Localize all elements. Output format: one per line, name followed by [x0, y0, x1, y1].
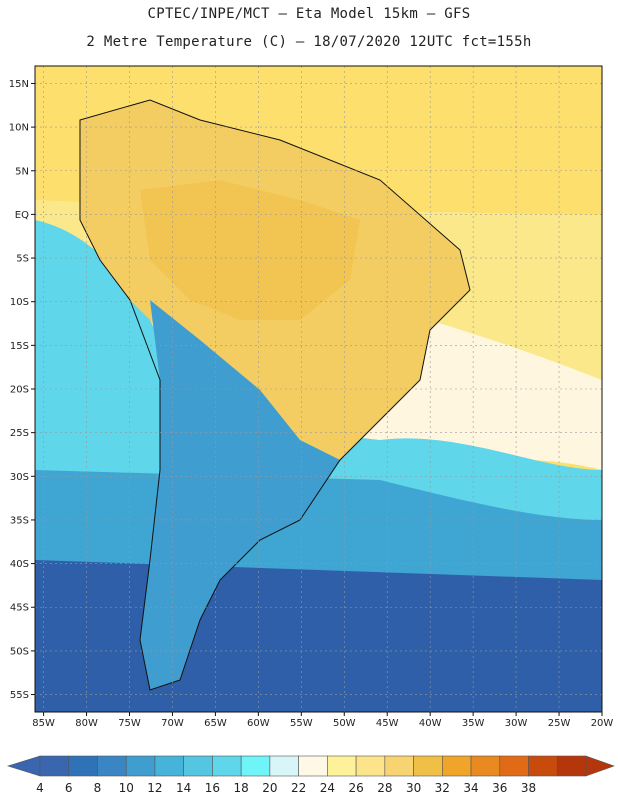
longitude-label: 85W [32, 718, 55, 729]
latitude-label: 25S [10, 428, 29, 439]
colorbar-label: 22 [291, 781, 306, 795]
longitude-label: 25W [548, 718, 571, 729]
latitude-label: 5N [15, 166, 29, 177]
map-title: CPTEC/INPE/MCT – Eta Model 15km – GFS [147, 6, 471, 22]
latitude-label: 50S [10, 646, 29, 657]
latitude-label: 10N [9, 123, 29, 134]
longitude-label: 20W [591, 718, 614, 729]
colorbar-label: 4 [36, 781, 44, 795]
colorbar-label: 14 [176, 781, 191, 795]
colorbar-swatch [384, 755, 414, 777]
colorbar-label: 38 [521, 781, 536, 795]
latitude-label: 10S [10, 297, 29, 308]
colorbar-label: 8 [94, 781, 102, 795]
latitude-label: 30S [10, 472, 29, 483]
colorbar-swatch [413, 755, 443, 777]
colorbar-label: 12 [147, 781, 162, 795]
latitude-label: 15N [9, 79, 29, 90]
colorbar-label: 6 [65, 781, 73, 795]
longitude-label: 50W [333, 718, 356, 729]
latitude-label: 40S [10, 559, 29, 570]
ocean-deep-region [35, 560, 602, 712]
colorbar-label: 32 [435, 781, 450, 795]
colorbar-swatch [97, 755, 127, 777]
colorbar-label: 20 [262, 781, 277, 795]
colorbar-swatch [355, 755, 386, 777]
latitude-labels: 15N 10N 5N EQ 5S 10S 15S 20S 25S 30S 35S 40S 45S 50S 5… [9, 79, 35, 701]
latitude-label: EQ [15, 210, 29, 221]
colorbar-swatch [327, 755, 357, 777]
colorbar-swatch [39, 755, 70, 777]
latitude-label: 20S [10, 385, 29, 396]
colorbar-swatch [212, 755, 242, 777]
longitude-label: 30W [505, 718, 528, 729]
colorbar-label: 36 [492, 781, 507, 795]
latitude-label: 55S [10, 690, 29, 701]
land-cold-region [140, 300, 340, 690]
longitude-label: 35W [462, 718, 485, 729]
latitude-label: 35S [10, 515, 29, 526]
colorbar-label: 24 [320, 781, 335, 795]
coastlines [79, 99, 471, 691]
longitude-label: 45W [376, 718, 399, 729]
colorbar-swatch [298, 755, 328, 777]
land-hot-region [140, 180, 360, 320]
longitude-labels: 85W 80W 75W 70W 65W 60W 55W 50W 45W 40W 35W 30W 25W 2… [32, 712, 613, 729]
colorbar-arrow-high [585, 755, 615, 777]
latitude-label: 45S [10, 603, 29, 614]
colorbar-label: 28 [377, 781, 392, 795]
colorbar-swatch [442, 755, 472, 777]
longitude-label: 65W [204, 718, 227, 729]
colorbar-swatch [68, 755, 98, 777]
colorbar-swatch [125, 755, 156, 777]
colorbar-arrow-low [6, 755, 41, 777]
colorbar-swatch [240, 755, 271, 777]
longitude-label: 70W [161, 718, 184, 729]
colorbar-swatch [499, 755, 529, 777]
map-subtitle: 2 Metre Temperature (C) – 18/07/2020 12U… [86, 34, 532, 50]
colorbar-label: 16 [205, 781, 220, 795]
colorbar-label: 30 [406, 781, 421, 795]
colorbar-label: 10 [119, 781, 134, 795]
latitude-label: 15S [10, 341, 29, 352]
colorbar-label: 18 [234, 781, 249, 795]
colorbar-label: 26 [348, 781, 363, 795]
colorbar-swatch [470, 755, 501, 777]
longitude-label: 75W [118, 718, 141, 729]
colorbar-swatch [556, 755, 587, 777]
colorbar-swatch [528, 755, 558, 777]
longitude-label: 40W [419, 718, 442, 729]
colorbar-swatch [269, 755, 299, 777]
latitude-label: 5S [16, 254, 29, 265]
map-field [35, 66, 602, 712]
colorbar-swatch [183, 755, 213, 777]
colorbar: 4 6 8 10 12 14 16 18 20 22 24 26 28 30 32 34 36 38 [6, 755, 615, 795]
colorbar-swatch [154, 755, 184, 777]
longitude-label: 60W [247, 718, 270, 729]
longitude-label: 80W [75, 718, 98, 729]
longitude-label: 55W [290, 718, 313, 729]
colorbar-label: 34 [463, 781, 478, 795]
